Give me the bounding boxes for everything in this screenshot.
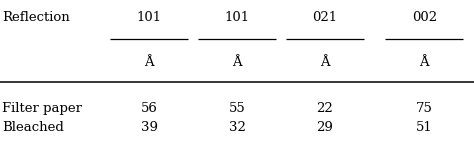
Text: 75: 75 (416, 102, 433, 114)
Text: Å: Å (232, 56, 242, 69)
Text: 32: 32 (228, 121, 246, 134)
Text: 101: 101 (137, 11, 162, 24)
Text: 56: 56 (141, 102, 158, 114)
Text: Reflection: Reflection (2, 11, 70, 24)
Text: 002: 002 (411, 11, 437, 24)
Text: 55: 55 (228, 102, 246, 114)
Text: 22: 22 (316, 102, 333, 114)
Text: Filter paper: Filter paper (2, 102, 82, 114)
Text: 101: 101 (224, 11, 250, 24)
Text: 29: 29 (316, 121, 333, 134)
Text: Bleached: Bleached (2, 121, 64, 134)
Text: 021: 021 (312, 11, 337, 24)
Text: 39: 39 (141, 121, 158, 134)
Text: 51: 51 (416, 121, 433, 134)
Text: Å: Å (419, 56, 429, 69)
Text: Å: Å (320, 56, 329, 69)
Text: Å: Å (145, 56, 154, 69)
